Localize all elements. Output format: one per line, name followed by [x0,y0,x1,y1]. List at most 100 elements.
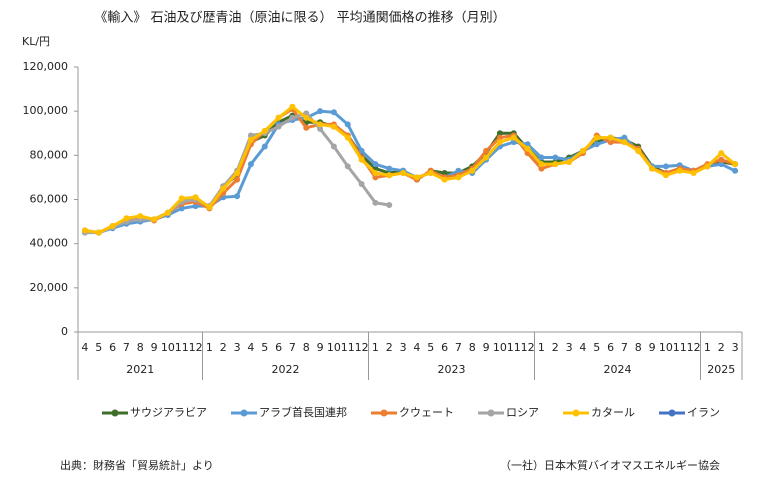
legend-label: クウェート [399,406,454,419]
legend-label: ロシア [506,406,539,419]
data-point [123,215,130,222]
y-tick-label: 120,000 [23,60,69,73]
data-point [192,203,199,210]
data-point [718,161,725,168]
source-note: 出典：財務省「貿易統計」より [60,458,214,472]
x-tick-label: 8 [303,341,310,354]
data-point [732,167,739,174]
x-tick-label: 6 [607,341,614,354]
data-point [261,128,268,135]
data-point [455,174,462,181]
data-point [662,163,669,170]
data-point [137,213,144,220]
year-label: 2022 [272,363,300,376]
x-tick-label: 5 [261,341,268,354]
data-point [178,205,185,212]
x-tick-label: 8 [469,341,476,354]
data-point [247,132,254,139]
x-tick-label: 8 [137,341,144,354]
x-tick-label: 5 [593,341,600,354]
legend-label: カタール [591,406,635,419]
legend-marker [668,409,676,417]
y-tick-label: 0 [61,325,68,338]
year-label: 2024 [604,363,632,376]
x-tick-label: 3 [732,341,739,354]
x-tick-label: 9 [151,341,158,354]
data-point [261,143,268,150]
data-point [234,193,241,200]
x-tick-label: 11 [673,341,687,354]
data-point [275,123,282,130]
x-tick-label: 6 [109,341,116,354]
x-tick-label: 1 [538,341,545,354]
legend-label: サウジアラビア [130,406,207,419]
data-point [649,165,656,172]
data-point [510,134,517,141]
data-point [413,174,420,181]
x-tick-label: 1 [704,341,711,354]
x-tick-label: 9 [317,341,324,354]
x-tick-label: 2 [386,341,393,354]
y-axis-label: KL/円 [22,35,50,48]
data-point [579,147,586,154]
x-tick-label: 2 [718,341,725,354]
year-label: 2023 [438,363,466,376]
data-point [552,154,559,161]
x-tick-label: 7 [123,341,130,354]
data-point [372,161,379,168]
legend-label: アラブ首長国連邦 [259,405,347,419]
data-point [330,123,337,130]
x-tick-label: 11 [341,341,355,354]
data-point [455,167,462,174]
data-point [358,156,365,163]
data-point [593,141,600,148]
x-tick-label: 12 [687,341,701,354]
data-point [234,176,241,183]
data-point [151,216,158,223]
data-point [289,114,296,121]
data-point [538,161,545,168]
data-point [427,170,434,176]
data-point [496,130,503,137]
data-point [372,170,379,176]
legend-marker [487,409,495,417]
x-tick-label: 3 [234,341,241,354]
x-tick-label: 10 [493,341,507,354]
data-point [317,125,324,132]
data-point [344,163,351,170]
data-point [607,139,614,146]
x-tick-label: 11 [175,341,189,354]
data-point [289,103,296,110]
x-tick-label: 4 [247,341,254,354]
legend-marker [240,409,248,417]
data-point [483,154,490,161]
data-point [386,172,393,179]
data-point [676,167,683,174]
data-point [441,170,448,176]
data-point [303,114,310,121]
data-point [234,170,241,176]
chart-title: 《輸入》 石油及び歴青油（原油に限る） 平均通関価格の推移（月別） [94,10,505,26]
y-tick-label: 40,000 [30,237,69,250]
data-point [524,145,531,152]
data-point [441,176,448,183]
x-tick-label: 4 [81,341,88,354]
x-tick-label: 7 [289,341,296,354]
data-point [344,134,351,141]
data-point [275,114,282,121]
data-point [732,161,739,168]
data-point [330,109,337,116]
data-point [330,143,337,150]
x-tick-label: 5 [95,341,102,354]
y-tick-label: 80,000 [30,148,69,161]
data-point [718,150,725,157]
x-tick-label: 11 [507,341,521,354]
data-point [635,147,642,154]
data-point [593,134,600,141]
data-point [662,172,669,179]
series-line [84,109,736,235]
data-point [386,202,393,209]
data-point [81,227,88,234]
x-tick-label: 8 [635,341,642,354]
